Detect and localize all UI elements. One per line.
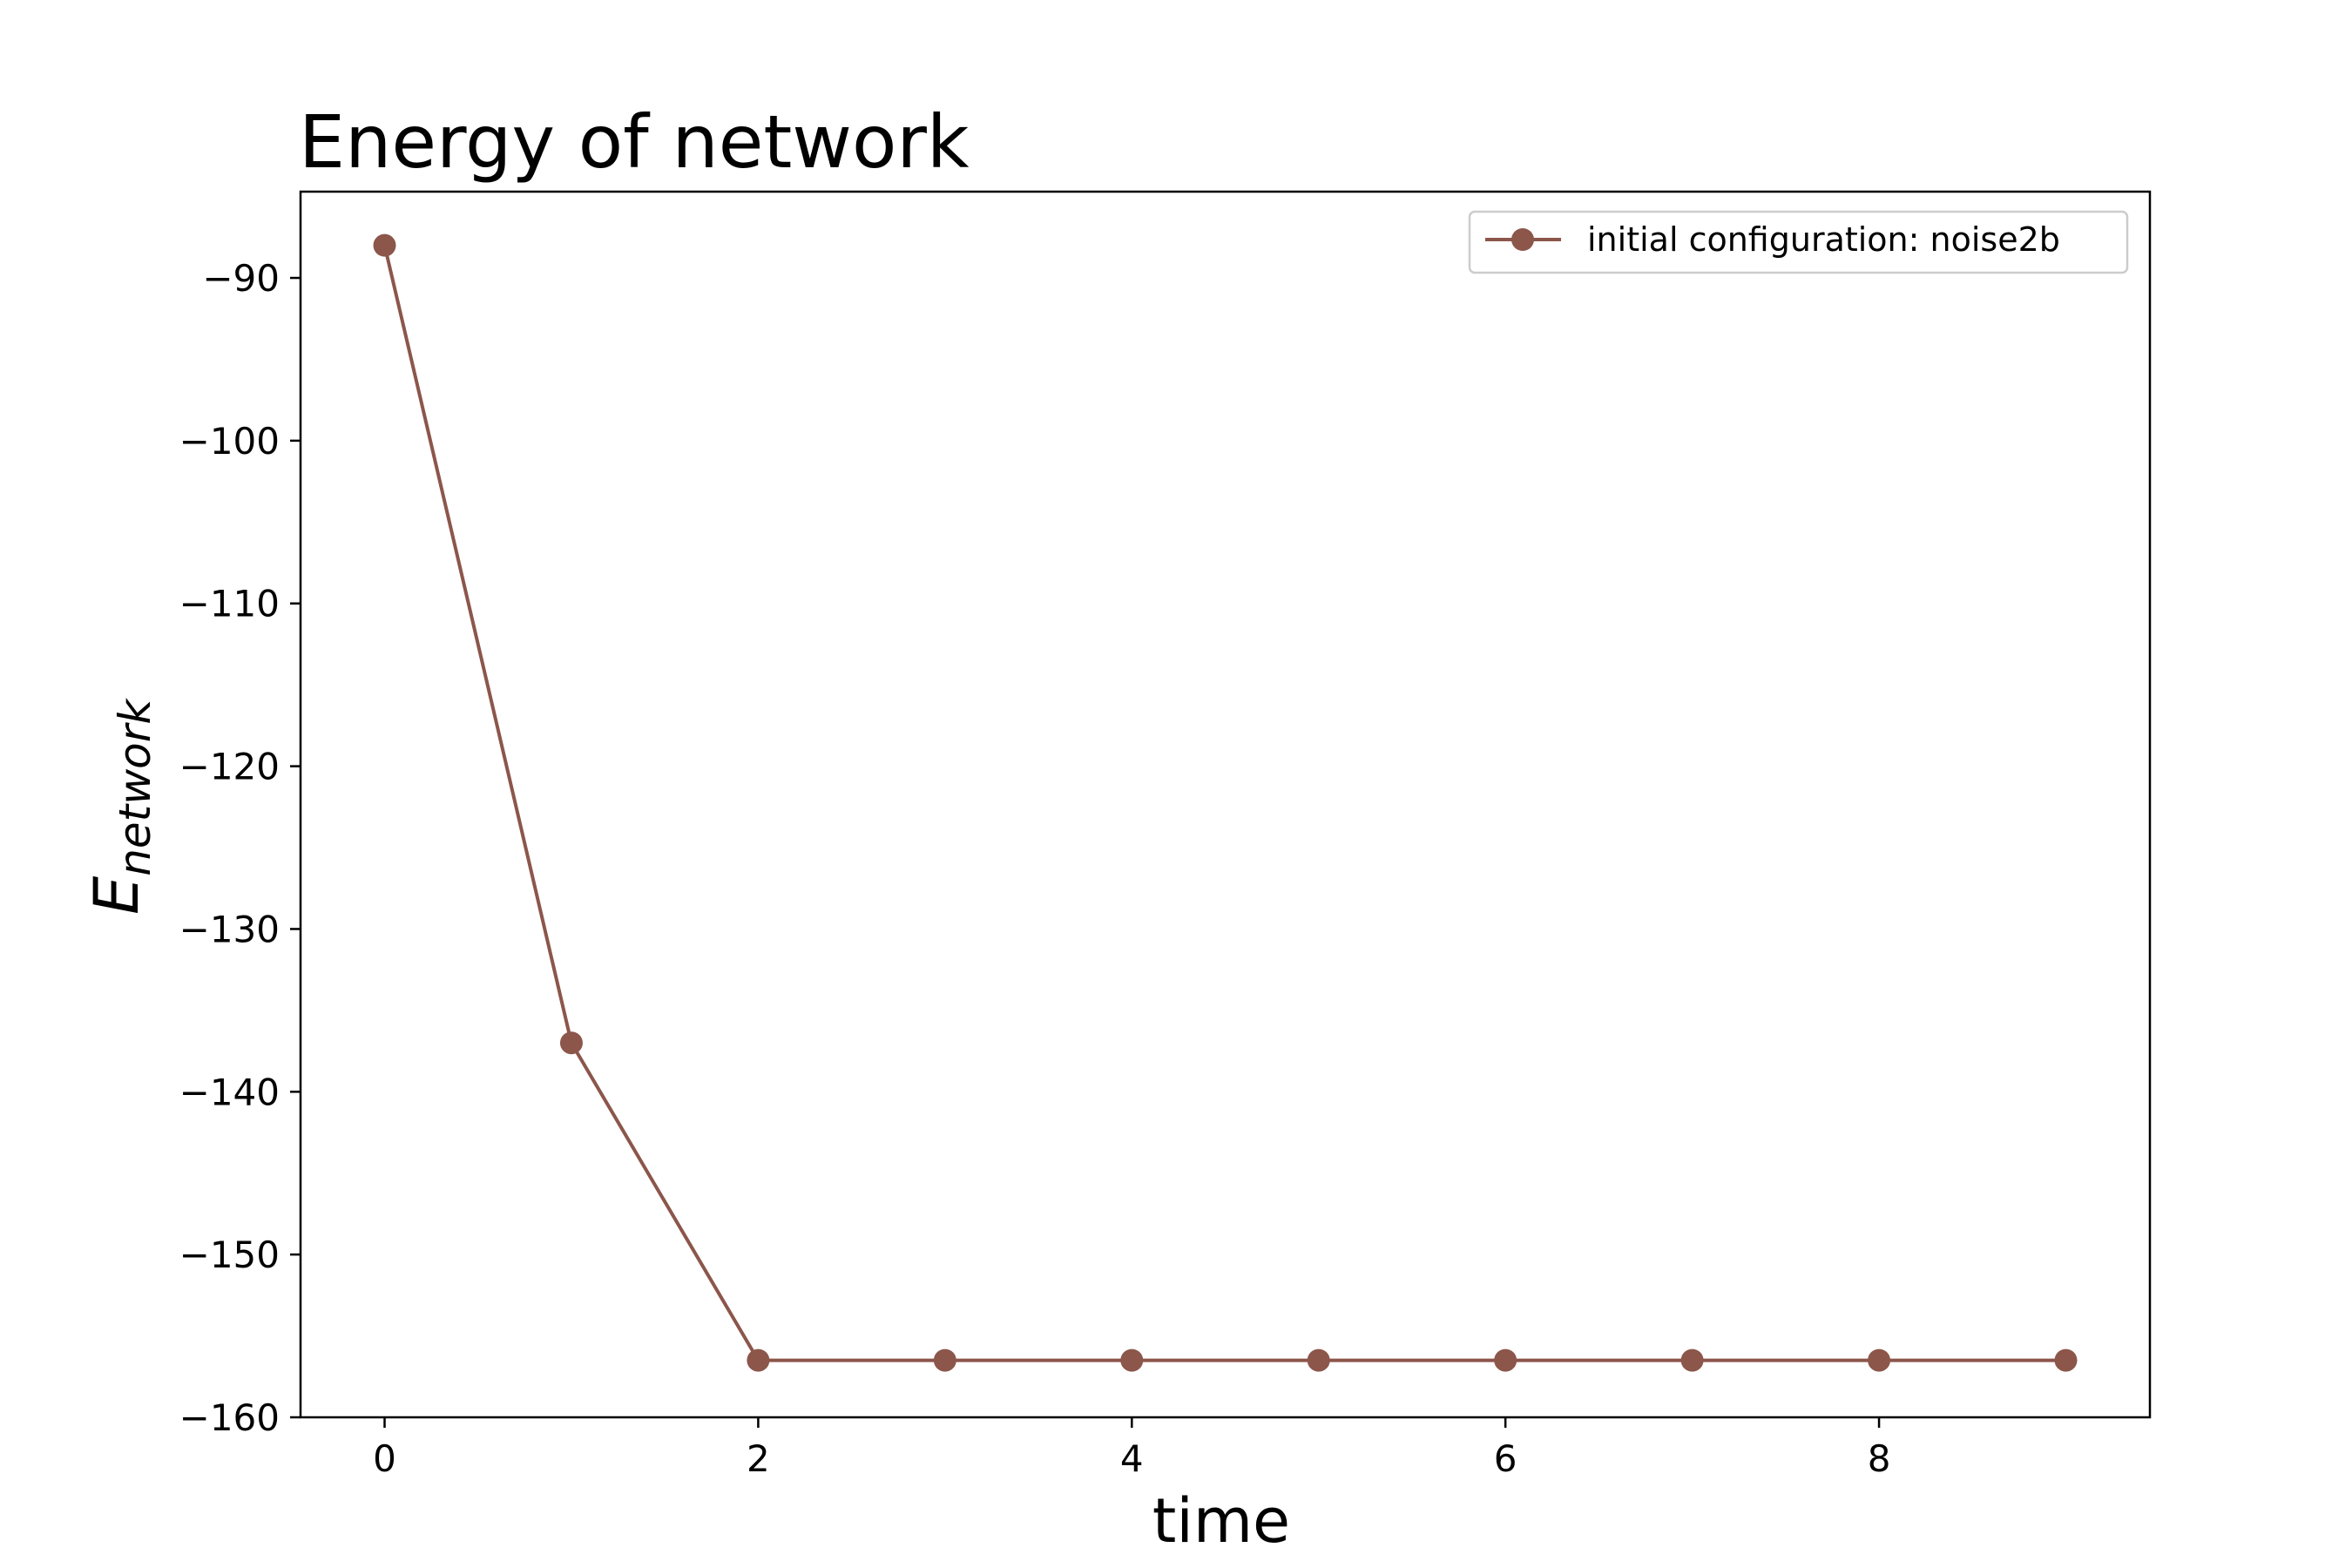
series-line	[382, 245, 2066, 1362]
y-tick-label: −90	[202, 257, 280, 300]
data-point	[1307, 1348, 1330, 1372]
y-tick-label: −100	[179, 420, 280, 463]
data-point	[1494, 1348, 1517, 1372]
y-axis-label-subscript: network	[110, 698, 160, 876]
y-axis-label-main: E	[81, 875, 152, 915]
legend: initial configuration: noise2b	[1468, 210, 2129, 274]
y-tick-label: −150	[179, 1233, 280, 1276]
x-tick-label: 6	[1494, 1437, 1517, 1480]
x-tick-label: 2	[747, 1437, 770, 1480]
x-tick-label: 8	[1868, 1437, 1891, 1480]
legend-label: initial configuration: noise2b	[1587, 220, 2060, 259]
y-axis: −90 −100 −110 −120 −130 −140 −150 −160	[179, 257, 301, 1439]
axes-frame	[299, 190, 2152, 1419]
data-point	[2054, 1348, 2078, 1372]
data-point	[559, 1031, 583, 1055]
series-layer	[373, 233, 2078, 1372]
data-point	[747, 1348, 770, 1372]
y-tick-label: −160	[179, 1396, 280, 1439]
y-tick-label: −110	[179, 583, 280, 625]
legend-box	[1468, 210, 2129, 274]
y-tick-label: −140	[179, 1071, 280, 1113]
data-point	[1120, 1348, 1144, 1372]
y-axis-label: Enetwork	[81, 698, 160, 915]
x-tick-label: 0	[373, 1437, 396, 1480]
x-axis: 0 2 4 6 8	[373, 1417, 1890, 1480]
y-tick-label: −120	[179, 746, 280, 788]
x-axis-label: time	[1152, 1485, 1290, 1557]
plot-area: 0 2 4 6 8 −90 −100 −110 −120 −130 −140 −150 −160	[179, 190, 2152, 1480]
data-point	[933, 1348, 956, 1372]
data-point	[1868, 1348, 1891, 1372]
x-tick-label: 4	[1120, 1437, 1144, 1480]
chart-title: Energy of network	[299, 99, 970, 185]
data-point	[373, 233, 396, 257]
legend-marker	[1511, 228, 1534, 251]
data-point	[1680, 1348, 1704, 1372]
y-tick-label: −130	[179, 908, 280, 950]
